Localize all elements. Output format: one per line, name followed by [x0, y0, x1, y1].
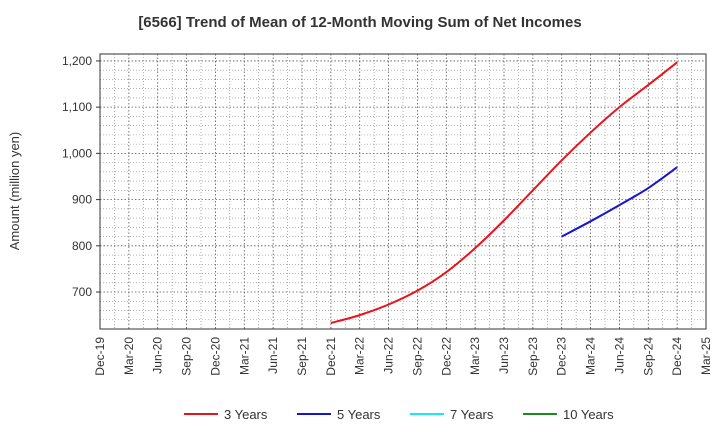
x-tick-label: Jun-20: [151, 337, 165, 374]
legend-label: 3 Years: [224, 407, 268, 422]
x-tick-label: Jun-23: [497, 337, 511, 374]
y-axis-label: Amount (million yen): [7, 132, 22, 251]
x-tick-label: Dec-23: [555, 337, 569, 376]
legend-label: 7 Years: [450, 407, 494, 422]
series-line-3-years: [330, 61, 678, 324]
series-line-5-years: [561, 166, 678, 238]
x-tick-label: Dec-19: [93, 337, 107, 376]
x-tick-label: Dec-22: [439, 337, 453, 376]
x-tick-label: Mar-23: [468, 337, 482, 375]
chart-title: [6566] Trend of Mean of 12-Month Moving …: [138, 14, 582, 31]
x-tick-label: Jun-24: [612, 337, 626, 374]
x-axis-ticks: Dec-19 Mar-20 Jun-20 Sep-20 Dec-20 Mar-21 Jun-…: [93, 337, 713, 376]
y-tick-label: 1,000: [62, 146, 92, 160]
x-tick-label: Sep-22: [410, 337, 424, 376]
x-tick-label: Sep-20: [180, 337, 194, 376]
y-tick-label: 700: [72, 285, 92, 299]
x-tick-label: Jun-21: [266, 337, 280, 374]
x-tick-label: Mar-22: [353, 337, 367, 375]
x-tick-label: Jun-22: [382, 337, 396, 374]
x-tick-label: Mar-20: [122, 337, 136, 375]
x-tick-label: Mar-24: [584, 337, 598, 375]
x-tick-label: Dec-24: [670, 337, 684, 376]
x-tick-label: Mar-21: [237, 337, 251, 375]
x-tick-label: Sep-23: [526, 337, 540, 376]
x-tick-label: Sep-24: [641, 337, 655, 376]
grid-lines: [99, 54, 707, 329]
x-tick-label: Dec-20: [208, 337, 222, 376]
x-tick-label: Dec-21: [324, 337, 338, 376]
legend-label: 10 Years: [563, 407, 614, 422]
y-tick-label: 900: [72, 193, 92, 207]
y-tick-label: 1,200: [62, 54, 92, 68]
y-tick-label: 800: [72, 239, 92, 253]
plot-area-border: [99, 53, 707, 330]
x-tick-label: Sep-21: [295, 337, 309, 376]
y-tick-label: 1,100: [62, 100, 92, 114]
legend-label: 5 Years: [337, 407, 381, 422]
x-tick-label: Mar-25: [699, 337, 713, 375]
y-axis-ticks: 700 800 900 1,000 1,100 1,200: [62, 54, 100, 299]
series-lines: [330, 61, 678, 324]
legend: 3 Years 5 Years 7 Years 10 Years: [184, 407, 614, 422]
